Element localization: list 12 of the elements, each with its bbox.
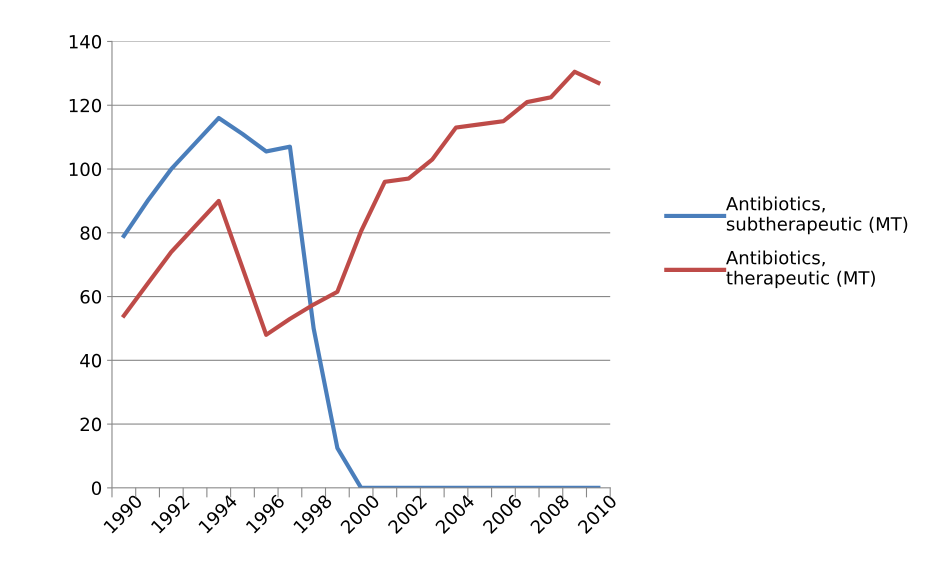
y-tick-label: 60 [80,290,102,304]
legend-label: Antibiotics, therapeutic (MT) [726,250,875,288]
y-tick-label: 120 [70,98,102,112]
y-tick-label: 80 [80,226,102,240]
y-tick-label: 20 [80,418,102,432]
legend-label: Antibiotics, subtherapeutic (MT) [726,196,908,234]
y-tick-label: 40 [80,354,102,368]
y-tick-label: 0 [92,481,102,495]
line-series [122,70,600,337]
line-series [122,116,600,488]
y-tick-label: 140 [70,34,102,49]
y-tick-label: 100 [70,162,102,176]
